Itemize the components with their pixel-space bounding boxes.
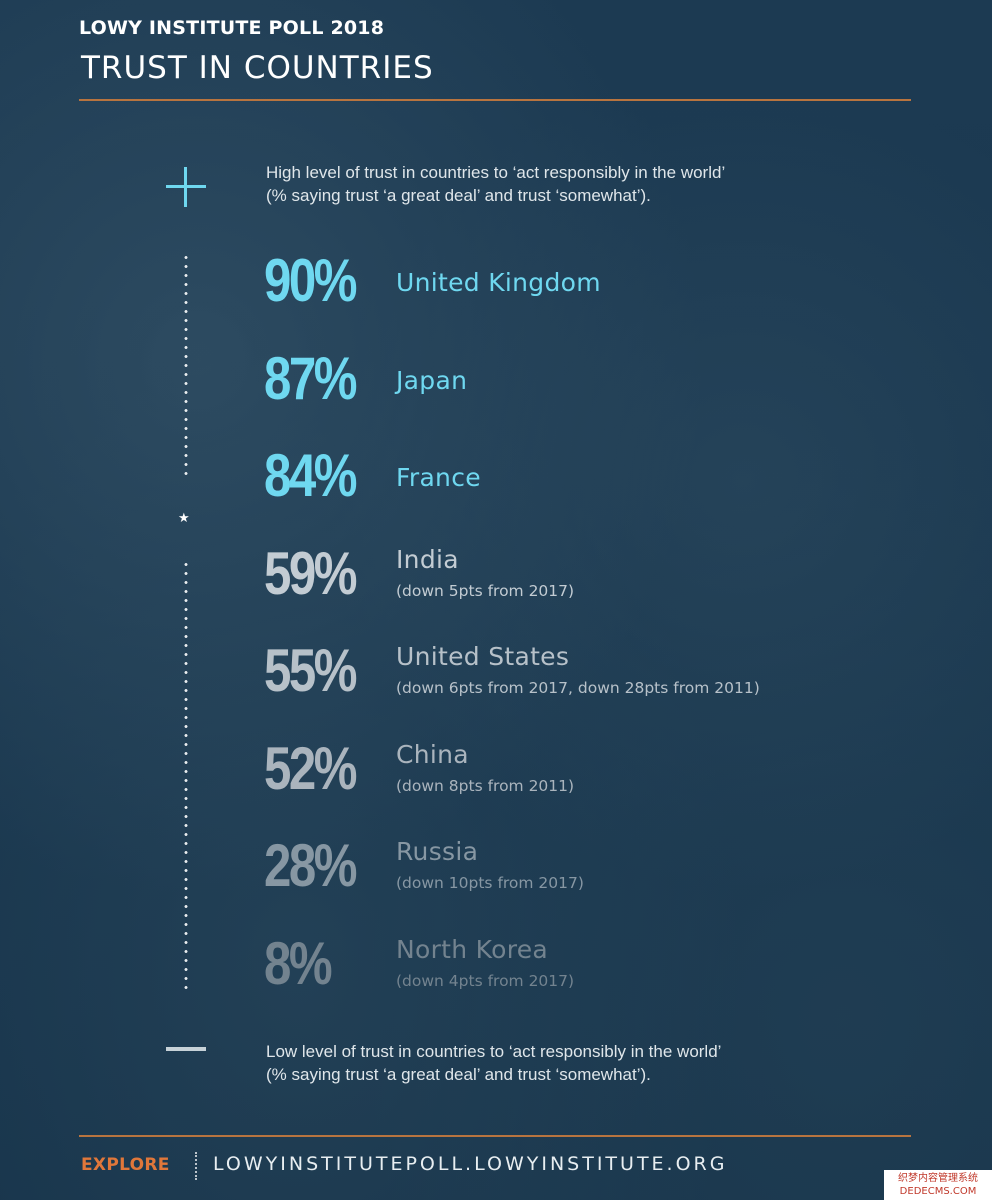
trust-percentage: 59% xyxy=(264,539,358,607)
trust-row: 52% China (down 8pts from 2011) xyxy=(0,734,992,826)
country-name: India xyxy=(396,544,459,574)
header: LOWY INSTITUTE POLL 2018 TRUST IN COUNTR… xyxy=(79,14,911,88)
poll-name: LOWY INSTITUTE POLL 2018 xyxy=(79,17,385,39)
page-title: TRUST IN COUNTRIES xyxy=(81,50,434,86)
trust-row: 87% Japan xyxy=(0,344,992,436)
site-link[interactable]: LOWYINSTITUTEPOLL.LOWYINSTITUTE.ORG xyxy=(213,1153,728,1175)
change-note: (down 4pts from 2017) xyxy=(396,971,575,990)
dotted-scale-lower xyxy=(184,560,188,990)
country-name: United States xyxy=(396,642,570,671)
country-name: North Korea xyxy=(396,934,549,964)
change-note: (down 10pts from 2017) xyxy=(396,874,584,892)
low-trust-legend-line2: (% saying trust ‘a great deal’ and trust… xyxy=(266,1065,651,1084)
header-divider xyxy=(79,99,911,101)
trust-row: 28% Russia (down 10pts from 2017) xyxy=(0,833,992,923)
watermark-line1: 织梦内容管理系统 xyxy=(898,1173,978,1184)
country-name: France xyxy=(396,463,481,492)
low-trust-legend: Low level of trust in countries to ‘act … xyxy=(266,1040,721,1086)
country-name: China xyxy=(396,739,469,769)
high-trust-legend-line2: (% saying trust ‘a great deal’ and trust… xyxy=(266,186,651,205)
trust-row: 59% India (down 5pts from 2017) xyxy=(0,539,992,631)
trust-percentage: 90% xyxy=(264,247,358,314)
change-note: (down 6pts from 2017, down 28pts from 20… xyxy=(396,679,760,697)
watermark-line2: DEDECMS.COM xyxy=(899,1186,977,1197)
footer-dotted-separator xyxy=(195,1152,197,1180)
explore-label: EXPLORE xyxy=(81,1155,170,1175)
trust-percentage: 87% xyxy=(264,344,358,412)
trust-row: 90% United Kingdom xyxy=(0,248,992,338)
trust-row: 8% North Korea (down 4pts from 2017) xyxy=(0,929,992,1021)
footer: EXPLORE LOWYINSTITUTEPOLL.LOWYINSTITUTE.… xyxy=(81,1152,911,1182)
watermark-logo: 织梦内容管理系统 DEDECMS.COM xyxy=(884,1170,992,1200)
trust-row: 84% France xyxy=(0,443,992,533)
trust-percentage: 55% xyxy=(264,637,358,704)
low-trust-legend-line1: Low level of trust in countries to ‘act … xyxy=(266,1042,722,1061)
plus-icon xyxy=(166,167,206,207)
footer-divider xyxy=(79,1135,911,1137)
country-name: United Kingdom xyxy=(396,268,601,297)
trust-percentage: 84% xyxy=(264,442,358,509)
high-trust-legend-line1: High level of trust in countries to ‘act… xyxy=(266,163,726,182)
trust-percentage: 28% xyxy=(264,832,358,899)
country-name: Japan xyxy=(396,365,468,395)
minus-icon xyxy=(166,1047,206,1051)
change-note: (down 8pts from 2011) xyxy=(396,776,575,795)
change-note: (down 5pts from 2017) xyxy=(396,581,575,600)
trust-row: 55% United States (down 6pts from 2017, do… xyxy=(0,638,992,728)
dotted-scale-upper xyxy=(184,253,188,481)
high-trust-legend: High level of trust in countries to ‘act… xyxy=(266,161,725,207)
trust-percentage: 52% xyxy=(264,734,358,802)
star-icon: ★ xyxy=(178,511,190,526)
country-name: Russia xyxy=(396,837,479,866)
trust-percentage: 8% xyxy=(264,929,333,997)
